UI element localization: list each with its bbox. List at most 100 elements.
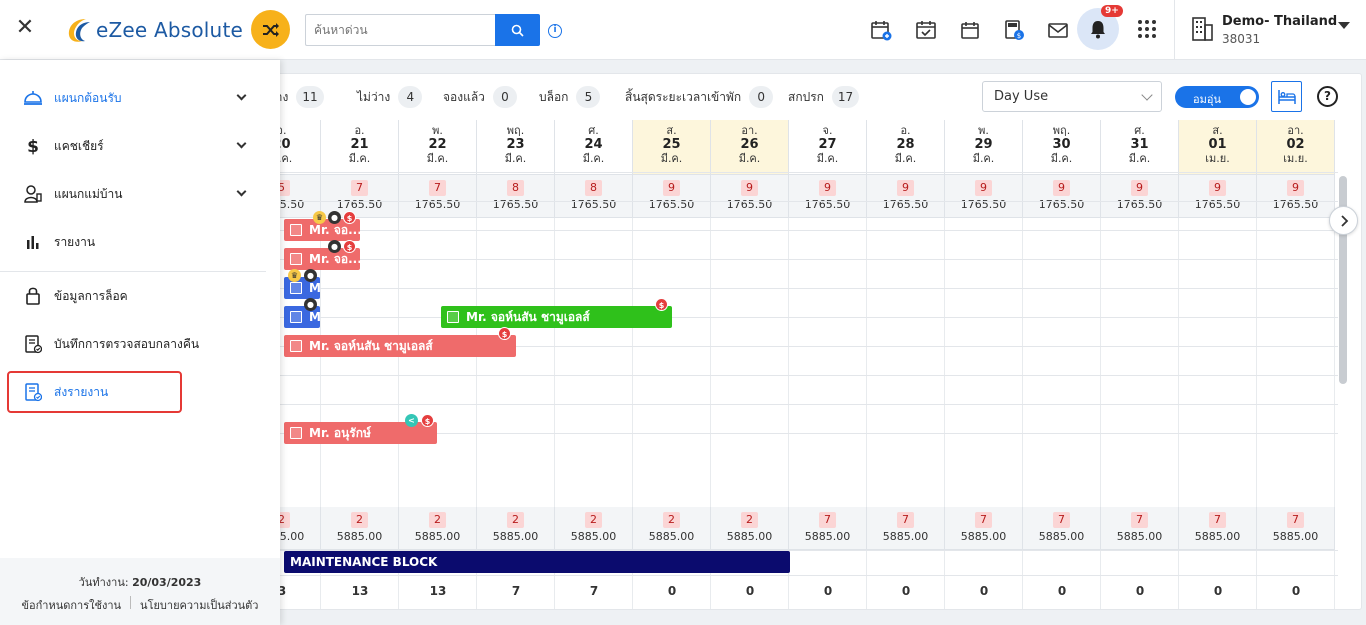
daily-total: 0 — [745, 584, 755, 598]
sidebar-item[interactable]: ข้อมูลการล็อค — [0, 274, 280, 318]
reservation-bar[interactable]: Mr. จอห์นสัน ชามูเอลส์ $ — [441, 298, 672, 328]
status-filter[interactable]: บล็อก 5 — [539, 86, 601, 108]
available-count: 7 — [1053, 512, 1070, 528]
view-type-select[interactable]: Day Use — [982, 81, 1162, 112]
availability-cell[interactable]: 7 5885.00 — [1257, 507, 1335, 550]
status-filter[interactable]: สกปรก 17 — [788, 86, 860, 108]
availability-cell[interactable]: 8 1765.50 — [477, 175, 555, 218]
calendar-icon[interactable] — [958, 18, 982, 42]
availability-cell[interactable]: 9 1765.50 — [1257, 175, 1335, 218]
availability-cell[interactable]: 7 5885.00 — [867, 507, 945, 550]
date-column-header[interactable]: ศ. 31 มี.ค. — [1101, 120, 1179, 175]
maintenance-block[interactable]: MAINTENANCE BLOCK — [284, 551, 790, 573]
status-filter[interactable]: จองแล้ว 0 — [443, 86, 517, 108]
room-rate: 5885.00 — [804, 530, 851, 543]
svg-text:$: $ — [27, 137, 39, 156]
dollar-icon: $ — [22, 135, 44, 157]
checkin-calendar-icon[interactable] — [914, 18, 938, 42]
available-count: 2 — [741, 512, 758, 528]
availability-cell[interactable]: 2 5885.00 — [555, 507, 633, 550]
availability-cell[interactable]: 9 1765.50 — [1179, 175, 1257, 218]
availability-cell[interactable]: 2 5885.00 — [711, 507, 789, 550]
availability-cell[interactable]: 7 5885.00 — [1101, 507, 1179, 550]
close-menu-icon[interactable]: ✕ — [15, 15, 35, 40]
sidebar-divider — [0, 271, 266, 272]
date-column-header[interactable]: ศ. 24 มี.ค. — [555, 120, 633, 175]
view-toggle[interactable]: อมอุ่น — [1175, 86, 1259, 108]
reservation-bar[interactable]: Mr. จอห์นสัน ชามูเอลส์ $ — [284, 327, 516, 357]
quick-search-input[interactable] — [305, 14, 496, 46]
notifications-button[interactable]: 9+ — [1077, 5, 1123, 50]
hotel-dropdown-icon[interactable] — [1338, 22, 1350, 29]
availability-cell[interactable]: 7 5885.00 — [1179, 507, 1257, 550]
billing-calculator-icon[interactable]: $ — [1002, 18, 1026, 42]
date-column-header[interactable]: พ. 29 มี.ค. — [945, 120, 1023, 175]
date-column-header[interactable]: ส. 25 มี.ค. — [633, 120, 711, 175]
sidebar-item[interactable]: บันทึกการตรวจสอบกลางคืน — [0, 322, 280, 366]
date-column-header[interactable]: พฤ. 23 มี.ค. — [477, 120, 555, 175]
availability-cell[interactable]: 7 5885.00 — [1023, 507, 1101, 550]
status-filter[interactable]: สิ้นสุดระยะเวลาเข้าพัก 0 — [625, 86, 774, 108]
date-column-header[interactable]: พฤ. 30 มี.ค. — [1023, 120, 1101, 175]
availability-cell[interactable]: 7 5885.00 — [945, 507, 1023, 550]
chevron-down-icon[interactable] — [236, 90, 247, 101]
availability-cell[interactable]: 2 5885.00 — [399, 507, 477, 550]
available-count: 9 — [819, 180, 836, 196]
date-column-header[interactable]: อ. 28 มี.ค. — [867, 120, 945, 175]
search-button[interactable] — [495, 14, 540, 46]
reservation-bar[interactable]: Mr. จอ... ● $ — [284, 240, 362, 270]
date-column-header[interactable]: ส. 01 เม.ย. — [1179, 120, 1257, 175]
info-icon[interactable]: i — [548, 24, 562, 38]
hotel-name[interactable]: Demo- Thailand — [1222, 14, 1338, 29]
logo[interactable]: eZee Absolute — [64, 14, 243, 46]
shuffle-button[interactable] — [251, 10, 290, 49]
date-mon: มี.ค. — [660, 152, 683, 165]
availability-cell[interactable]: 7 1765.50 — [321, 175, 399, 218]
date-column-header[interactable]: อ. 21 มี.ค. — [321, 120, 399, 175]
availability-cell[interactable]: 9 1765.50 — [633, 175, 711, 218]
reservation-bar[interactable]: M ● — [284, 298, 321, 328]
availability-cell[interactable]: 9 1765.50 — [1023, 175, 1101, 218]
sidebar-item[interactable]: แผนกแม่บ้าน — [0, 172, 280, 216]
availability-cell[interactable]: 9 1765.50 — [867, 175, 945, 218]
availability-cell[interactable]: 2 5885.00 — [477, 507, 555, 550]
reservation-bar[interactable]: M ♛ ● — [284, 269, 321, 299]
availability-cell[interactable]: 7 5885.00 — [789, 507, 867, 550]
terms-link[interactable]: ข้อกำหนดการใช้งาน — [21, 599, 122, 612]
sidebar-item[interactable]: ส่งรายงาน — [0, 370, 280, 414]
room-view-button[interactable] — [1271, 81, 1302, 112]
vertical-scrollbar[interactable] — [1339, 176, 1347, 384]
mail-icon[interactable] — [1046, 18, 1070, 42]
date-column-header[interactable]: อา. 26 มี.ค. — [711, 120, 789, 175]
availability-cell[interactable]: 2 5885.00 — [321, 507, 399, 550]
sidebar-item[interactable]: $ แคชเชียร์ — [0, 124, 280, 168]
add-reservation-icon[interactable] — [869, 18, 893, 42]
availability-cell[interactable]: 9 1765.50 — [711, 175, 789, 218]
privacy-link[interactable]: นโยบายความเป็นส่วนตัว — [140, 599, 259, 612]
chevron-down-icon[interactable] — [236, 186, 247, 197]
reservation-bar[interactable]: Mr. อนุรักษ์ < $ — [284, 414, 437, 444]
chevron-down-icon[interactable] — [236, 138, 247, 149]
sidebar-item[interactable]: รายงาน — [0, 220, 280, 264]
grid-column-line — [476, 550, 477, 609]
reservation-bar[interactable]: Mr. จอ... ♛ ● $ — [284, 211, 362, 241]
available-count: 7 — [1131, 512, 1148, 528]
date-day: พ. — [432, 124, 443, 137]
grid-row-line — [1, 433, 1338, 434]
next-dates-button[interactable] — [1329, 206, 1358, 235]
date-column-header[interactable]: พ. 22 มี.ค. — [399, 120, 477, 175]
status-filter[interactable]: ไม่ว่าง 4 — [357, 86, 423, 108]
availability-cell[interactable]: 9 1765.50 — [789, 175, 867, 218]
availability-cell[interactable]: 8 1765.50 — [555, 175, 633, 218]
apps-grid-icon[interactable] — [1138, 20, 1156, 38]
date-mon: เม.ย. — [1205, 152, 1230, 165]
date-column-header[interactable]: จ. 27 มี.ค. — [789, 120, 867, 175]
availability-cell[interactable]: 2 5885.00 — [633, 507, 711, 550]
availability-cell[interactable]: 9 1765.50 — [945, 175, 1023, 218]
date-column-header[interactable]: อา. 02 เม.ย. — [1257, 120, 1335, 175]
availability-cell[interactable]: 7 1765.50 — [399, 175, 477, 218]
sidebar-item[interactable]: แผนกต้อนรับ — [0, 76, 280, 120]
date-day: พ. — [978, 124, 989, 137]
availability-cell[interactable]: 9 1765.50 — [1101, 175, 1179, 218]
help-icon[interactable]: ? — [1317, 86, 1338, 107]
